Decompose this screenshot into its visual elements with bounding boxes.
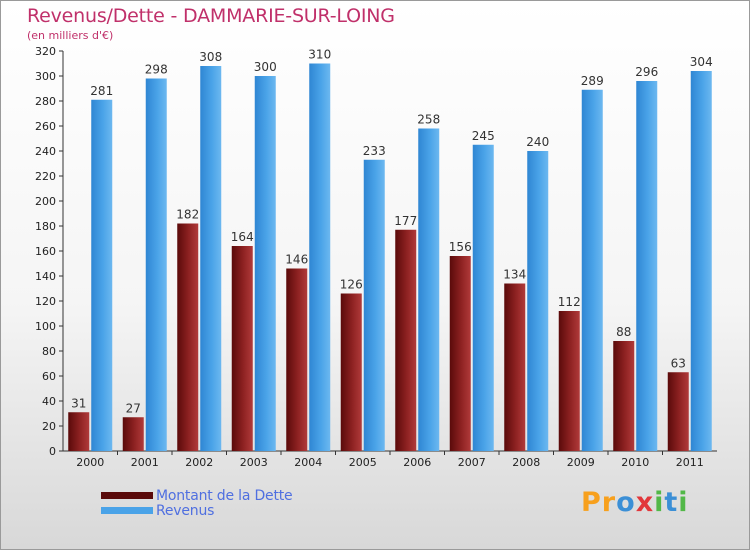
value-label-revenus: 233 [363,144,386,158]
value-label-revenus: 304 [690,55,713,69]
legend-swatch-debt [101,492,153,499]
bar-debt [449,256,471,451]
value-label-debt: 63 [671,356,686,370]
bar-revenus [472,144,494,451]
x-tick-label: 2000 [76,456,104,469]
value-label-debt: 31 [71,396,86,410]
logo-letter: i [678,487,689,518]
bar-revenus [309,63,331,451]
value-label-debt: 177 [394,214,417,228]
chart-subtitle: (en milliers d'€) [27,29,114,42]
value-label-debt: 126 [340,278,363,292]
x-tick-label: 2004 [294,456,322,469]
legend-label-debt: Montant de la Dette [156,487,293,504]
legend-item-revenus: Revenus [101,502,292,519]
value-label-debt: 156 [449,240,472,254]
bar-revenus [145,78,167,451]
value-label-revenus: 258 [417,113,440,127]
chart-value-labels: 31 281 27 298 182 308 164 300 146 310 126 233 177 258… [71,48,713,416]
bar-revenus [254,76,276,451]
bar-debt [231,246,253,451]
y-tick-label: 240 [35,145,56,158]
bar-debt [286,268,308,451]
value-label-revenus: 296 [635,65,658,79]
y-tick-label: 20 [42,420,56,433]
value-label-debt: 164 [231,230,254,244]
x-tick-label: 2007 [458,456,486,469]
bar-revenus [363,159,385,451]
bar-debt [667,372,689,451]
bar-debt [122,417,144,451]
y-tick-label: 200 [35,195,56,208]
y-tick-label: 280 [35,95,56,108]
x-tick-label: 2009 [567,456,595,469]
bar-revenus [200,66,222,451]
bar-debt [177,223,199,451]
bar-debt [504,283,526,451]
x-tick-label: 2006 [403,456,431,469]
value-label-debt: 134 [503,268,526,282]
legend-swatch-revenus [101,507,153,514]
value-label-revenus: 300 [254,60,277,74]
value-label-revenus: 289 [581,74,604,88]
x-tick-label: 2008 [512,456,540,469]
y-tick-label: 100 [35,320,56,333]
chart-title: Revenus/Dette - DAMMARIE-SUR-LOING [27,5,395,27]
y-tick-label: 300 [35,70,56,83]
bar-revenus [636,81,658,451]
bar-revenus [581,89,603,451]
value-label-debt: 146 [285,253,308,267]
y-tick-label: 80 [42,345,56,358]
proxiti-logo: Proxiti [581,487,689,518]
y-tick-label: 320 [35,45,56,58]
logo-letter: t [664,487,679,518]
y-tick-label: 140 [35,270,56,283]
y-tick-label: 160 [35,245,56,258]
y-tick-label: 0 [49,445,56,458]
logo-letter: i [654,487,665,518]
value-label-revenus: 240 [526,135,549,149]
bar-debt [558,311,580,451]
bar-revenus [690,71,712,451]
bar-debt [613,341,635,451]
bar-revenus [91,99,113,451]
chart-axes: 0 20 40 60 80 100 120 140 160 180 200 220 240 260 280 3… [35,45,717,469]
value-label-debt: 182 [176,208,199,222]
value-label-debt: 88 [616,325,631,339]
bar-debt [395,229,417,451]
x-tick-label: 2011 [676,456,704,469]
logo-letter: o [616,487,636,518]
x-tick-label: 2005 [349,456,377,469]
legend-item-debt: Montant de la Dette [101,487,293,504]
logo-letter: x [635,487,655,518]
value-label-debt: 112 [558,295,581,309]
x-tick-label: 2003 [240,456,268,469]
chart-legend: Montant de la Dette Revenus [101,487,293,519]
chart-bars [68,63,712,451]
logo-letter: P [581,487,602,518]
bar-revenus [418,128,440,451]
logo-letter: r [601,487,617,518]
x-tick-label: 2001 [131,456,159,469]
y-tick-label: 260 [35,120,56,133]
value-label-debt: 27 [126,401,141,415]
value-label-revenus: 308 [199,50,222,64]
y-tick-label: 40 [42,395,56,408]
y-tick-label: 220 [35,170,56,183]
bar-revenus [527,151,549,451]
x-tick-label: 2010 [621,456,649,469]
y-tick-label: 120 [35,295,56,308]
value-label-revenus: 310 [308,48,331,62]
value-label-revenus: 281 [90,84,113,98]
legend-label-revenus: Revenus [156,502,215,519]
y-tick-label: 180 [35,220,56,233]
y-tick-label: 60 [42,370,56,383]
bar-debt [340,293,362,451]
bar-debt [68,412,90,451]
x-tick-label: 2002 [185,456,213,469]
value-label-revenus: 245 [472,129,495,143]
value-label-revenus: 298 [145,63,168,77]
